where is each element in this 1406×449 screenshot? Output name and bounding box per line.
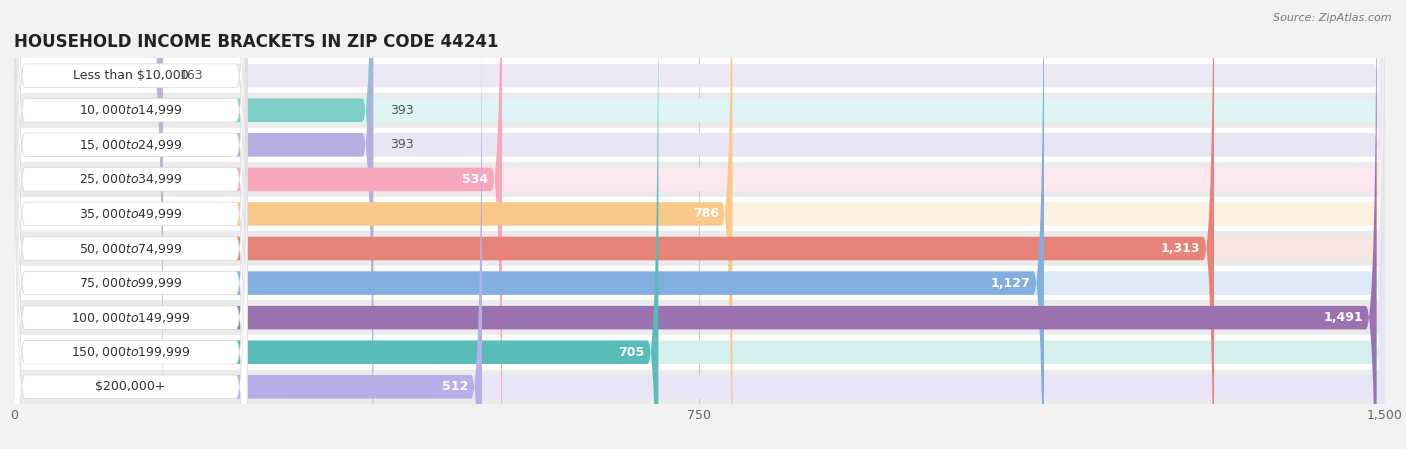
FancyBboxPatch shape xyxy=(14,0,1385,449)
FancyBboxPatch shape xyxy=(14,0,163,449)
FancyBboxPatch shape xyxy=(14,0,247,449)
FancyBboxPatch shape xyxy=(14,0,247,449)
FancyBboxPatch shape xyxy=(14,0,247,449)
Bar xyxy=(14,162,1385,197)
Text: 163: 163 xyxy=(180,69,202,82)
FancyBboxPatch shape xyxy=(14,0,247,449)
FancyBboxPatch shape xyxy=(14,0,373,449)
FancyBboxPatch shape xyxy=(14,0,1385,449)
Text: HOUSEHOLD INCOME BRACKETS IN ZIP CODE 44241: HOUSEHOLD INCOME BRACKETS IN ZIP CODE 44… xyxy=(14,33,499,51)
Bar xyxy=(14,370,1385,404)
Text: 1,491: 1,491 xyxy=(1323,311,1362,324)
Text: $35,000 to $49,999: $35,000 to $49,999 xyxy=(79,207,183,221)
Text: $15,000 to $24,999: $15,000 to $24,999 xyxy=(79,138,183,152)
FancyBboxPatch shape xyxy=(14,0,482,449)
FancyBboxPatch shape xyxy=(14,0,502,449)
FancyBboxPatch shape xyxy=(14,0,733,449)
FancyBboxPatch shape xyxy=(14,0,247,449)
Bar xyxy=(14,335,1385,370)
Text: $150,000 to $199,999: $150,000 to $199,999 xyxy=(70,345,190,359)
Bar xyxy=(14,93,1385,128)
FancyBboxPatch shape xyxy=(14,0,1213,449)
FancyBboxPatch shape xyxy=(14,0,1385,449)
FancyBboxPatch shape xyxy=(14,0,1385,449)
Text: 1,127: 1,127 xyxy=(991,277,1031,290)
Text: 786: 786 xyxy=(693,207,718,220)
Text: $200,000+: $200,000+ xyxy=(96,380,166,393)
Text: Source: ZipAtlas.com: Source: ZipAtlas.com xyxy=(1274,13,1392,23)
Text: 534: 534 xyxy=(463,173,488,186)
Text: 512: 512 xyxy=(441,380,468,393)
FancyBboxPatch shape xyxy=(14,0,1385,449)
FancyBboxPatch shape xyxy=(14,0,247,449)
FancyBboxPatch shape xyxy=(14,0,247,449)
Bar xyxy=(14,266,1385,300)
Text: 393: 393 xyxy=(389,138,413,151)
Bar xyxy=(14,231,1385,266)
Bar xyxy=(14,128,1385,162)
Bar xyxy=(14,58,1385,93)
Text: $25,000 to $34,999: $25,000 to $34,999 xyxy=(79,172,183,186)
Text: $10,000 to $14,999: $10,000 to $14,999 xyxy=(79,103,183,117)
FancyBboxPatch shape xyxy=(14,0,1376,449)
Bar xyxy=(14,197,1385,231)
FancyBboxPatch shape xyxy=(14,0,247,449)
FancyBboxPatch shape xyxy=(14,0,1385,449)
FancyBboxPatch shape xyxy=(14,0,1385,449)
FancyBboxPatch shape xyxy=(14,0,1385,449)
FancyBboxPatch shape xyxy=(14,0,1385,449)
Text: 393: 393 xyxy=(389,104,413,117)
Text: 705: 705 xyxy=(619,346,644,359)
FancyBboxPatch shape xyxy=(14,0,1385,449)
Bar xyxy=(14,300,1385,335)
FancyBboxPatch shape xyxy=(14,0,1045,449)
Text: $75,000 to $99,999: $75,000 to $99,999 xyxy=(79,276,183,290)
Text: Less than $10,000: Less than $10,000 xyxy=(73,69,188,82)
Text: $50,000 to $74,999: $50,000 to $74,999 xyxy=(79,242,183,255)
Text: 1,313: 1,313 xyxy=(1161,242,1201,255)
Text: $100,000 to $149,999: $100,000 to $149,999 xyxy=(70,311,190,325)
FancyBboxPatch shape xyxy=(14,0,247,449)
FancyBboxPatch shape xyxy=(14,0,658,449)
FancyBboxPatch shape xyxy=(14,0,247,449)
FancyBboxPatch shape xyxy=(14,0,373,449)
